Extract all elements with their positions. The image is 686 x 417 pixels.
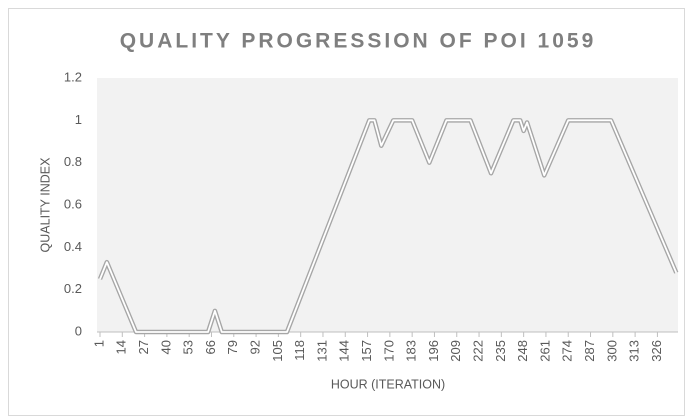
y-tick-label: 1: [75, 112, 82, 127]
x-tick-label: 248: [515, 340, 530, 362]
x-tick-label: 196: [426, 340, 441, 362]
x-tick-label: 222: [470, 340, 485, 362]
y-tick-label: 0.8: [64, 154, 82, 169]
y-tick-label: 0.6: [64, 196, 82, 211]
x-tick-label: 40: [158, 340, 173, 354]
plot-area: [97, 78, 678, 332]
x-tick-label: 183: [404, 340, 419, 362]
x-tick-label: 131: [314, 340, 329, 362]
x-tick-label: 209: [448, 340, 463, 362]
x-tick-label: 27: [136, 340, 151, 354]
x-tick-label: 92: [248, 340, 263, 354]
x-tick-label: 326: [649, 340, 664, 362]
x-tick-label: 235: [493, 340, 508, 362]
x-tick-label: 144: [337, 340, 352, 362]
x-tick-label: 66: [203, 340, 218, 354]
y-tick-label: 0.2: [64, 281, 82, 296]
line: [99, 119, 678, 333]
x-tick-label: 170: [381, 340, 396, 362]
x-tick-label: 105: [270, 340, 285, 362]
y-tick-label: 0.4: [64, 239, 82, 254]
x-tick-label: 53: [181, 340, 196, 354]
x-tick-label: 1: [91, 340, 106, 347]
x-tick-label: 300: [604, 340, 619, 362]
y-tick-label: 1.2: [64, 69, 82, 84]
x-tick-label: 79: [225, 340, 240, 354]
x-axis-title: HOUR (ITERATION): [331, 377, 445, 391]
y-tick-label: 0: [75, 323, 82, 338]
y-axis-title: QUALITY INDEX: [38, 157, 52, 253]
x-tick-label: 118: [292, 340, 307, 361]
chart-title: QUALITY PROGRESSION OF POI 1059: [120, 30, 597, 53]
x-tick-label: 313: [627, 340, 642, 362]
x-tick-label: 14: [114, 340, 129, 354]
x-tick-label: 261: [537, 340, 552, 362]
x-tick-label: 287: [582, 340, 597, 362]
x-tick-label: 157: [359, 340, 374, 362]
x-tick-label: 274: [560, 340, 575, 362]
